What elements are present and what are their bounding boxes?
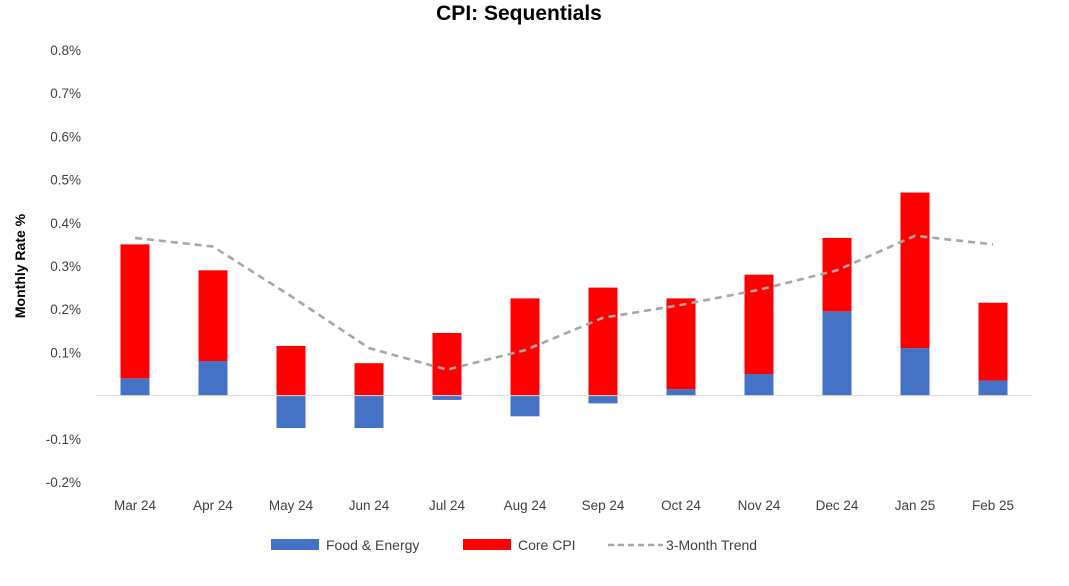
x-tick-label: Oct 24 (661, 498, 701, 513)
core-cpi-bar (198, 270, 228, 362)
x-tick-label: Mar 24 (114, 498, 157, 513)
x-tick-label: Dec 24 (816, 498, 859, 513)
core-cpi-bar (120, 244, 150, 379)
x-tick-label: Jan 25 (895, 498, 936, 513)
y-tick-label: -0.1% (46, 432, 81, 447)
legend-label: Core CPI (518, 537, 576, 553)
food-energy-bar (432, 395, 462, 400)
x-tick-label: Jun 24 (349, 498, 390, 513)
x-tick-label: Nov 24 (738, 498, 781, 513)
food-energy-bar (276, 395, 306, 428)
core-cpi-bar (900, 192, 930, 349)
x-tick-label: May 24 (269, 498, 314, 513)
legend: Food & Energy Core CPI 3-Month Trend (271, 537, 757, 553)
food-energy-bar (588, 395, 618, 404)
core-cpi-bar (588, 287, 618, 396)
x-tick-label: Feb 25 (972, 498, 1014, 513)
legend-core-cpi-swatch (463, 539, 511, 550)
y-tick-label: 0.2% (50, 302, 81, 317)
y-tick-label: 0.8% (50, 43, 81, 58)
food-energy-bar (900, 348, 930, 396)
legend-label: 3-Month Trend (666, 537, 757, 553)
food-energy-bar (744, 374, 774, 396)
food-energy-bar (822, 311, 852, 396)
legend-food-energy-swatch (271, 539, 319, 550)
bars-group (120, 192, 1008, 428)
trend-line-group (134, 234, 994, 372)
core-cpi-bar (354, 363, 384, 396)
y-tick-label: 0.4% (50, 216, 81, 231)
core-cpi-bar (822, 237, 852, 312)
x-tick-label: Jul 24 (429, 498, 466, 513)
trend-line (134, 234, 994, 372)
food-energy-bar (354, 395, 384, 428)
x-tick-label: Apr 24 (193, 498, 233, 513)
core-cpi-bar (666, 298, 696, 390)
core-cpi-bar (978, 302, 1008, 381)
core-cpi-bar (432, 332, 462, 396)
legend-label: Food & Energy (326, 537, 419, 553)
y-tick-label: -0.2% (46, 475, 81, 490)
chart-title: CPI: Sequentials (436, 2, 602, 25)
food-energy-bar (120, 378, 150, 396)
x-tick-label: Sep 24 (582, 498, 625, 513)
core-cpi-bar (744, 274, 774, 374)
y-tick-label: 0.5% (50, 173, 81, 188)
y-tick-label: 0.7% (50, 86, 81, 101)
y-tick-label: 0.6% (50, 129, 81, 144)
y-axis-tick-labels: 0.8% 0.7% 0.6% 0.5% 0.4% 0.3% 0.2% 0.1% -0.1% -0.… (46, 43, 81, 490)
y-tick-label: 0.1% (50, 345, 81, 360)
food-energy-bar (978, 380, 1008, 396)
x-axis-tick-labels: Mar 24 Apr 24 May 24 Jun 24 Jul 24 Aug 24 Sep … (114, 498, 1014, 513)
y-axis-label: Monthly Rate % (12, 213, 28, 318)
y-tick-label: 0.3% (50, 259, 81, 274)
food-energy-bar (510, 395, 540, 417)
food-energy-bar (198, 361, 228, 396)
food-energy-bar (666, 389, 696, 396)
core-cpi-bar (276, 345, 306, 396)
x-tick-label: Aug 24 (504, 498, 547, 513)
